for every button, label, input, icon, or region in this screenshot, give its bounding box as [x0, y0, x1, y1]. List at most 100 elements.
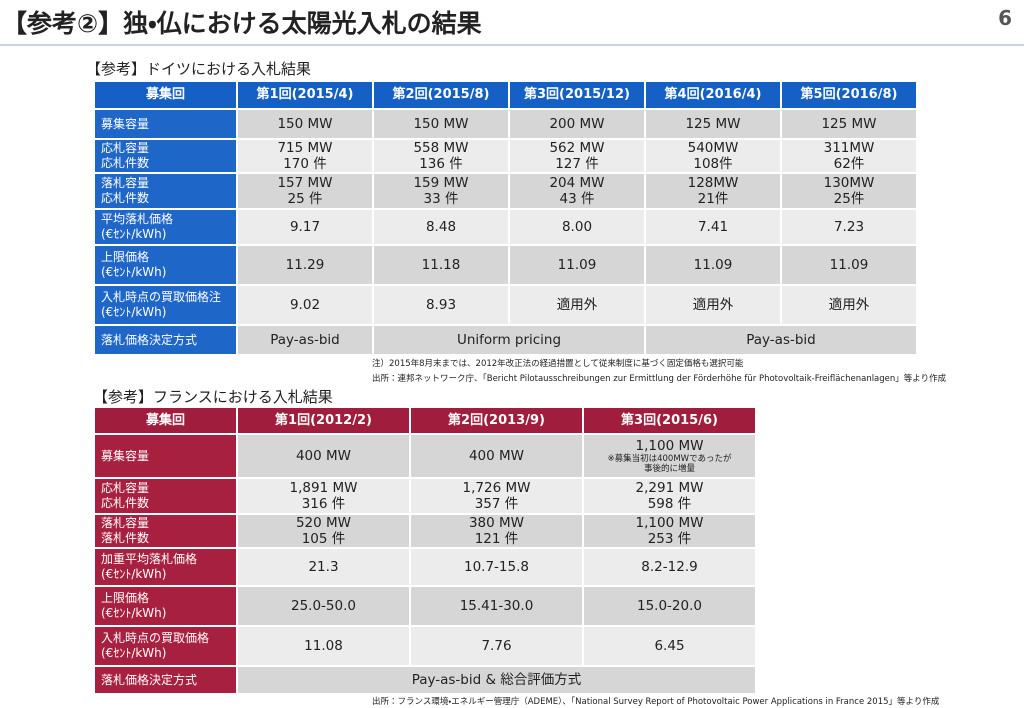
row-label: 加重平均落札価格 (€ｾﾝﾄ/kWh) — [95, 549, 236, 585]
data-cell: 11.09 — [510, 246, 644, 284]
data-row: 入札時点の買取価格 (€ｾﾝﾄ/kWh) 11.08 7.76 6.45 — [95, 627, 755, 665]
method-row: 落札価格決定方式 Pay-as-bid & 総合評価方式 — [95, 667, 755, 693]
data-cell: 715 MW 170 件 — [238, 140, 372, 172]
data-cell: 11.08 — [238, 627, 409, 665]
title-rule — [0, 44, 1024, 46]
data-cell: 11.18 — [374, 246, 508, 284]
data-cell: 1,100 MW 253 件 — [584, 515, 755, 547]
header-cell: 第1回(2012/2) — [238, 408, 409, 433]
data-cell: 7.76 — [411, 627, 582, 665]
row-label: 平均落札価格 (€ｾﾝﾄ/kWh) — [95, 210, 236, 244]
method-row: 落札価格決定方式 Pay-as-bid Uniform pricing Pay-as-… — [95, 326, 916, 354]
data-cell: 558 MW 136 件 — [374, 140, 508, 172]
data-cell: 130MW 25件 — [782, 174, 916, 208]
data-row: 落札容量 落札件数 520 MW 105 件 380 MW 121 件 1,100 M… — [95, 515, 755, 547]
data-cell: 8.93 — [374, 286, 508, 324]
data-cell: 150 MW — [374, 110, 508, 138]
data-cell: 9.02 — [238, 286, 372, 324]
data-row: 上限価格 (€ｾﾝﾄ/kWh) 11.29 11.18 11.09 11.09 11.09 — [95, 246, 916, 284]
data-cell: 10.7-15.8 — [411, 549, 582, 585]
data-cell: 1,891 MW 316 件 — [238, 479, 409, 513]
data-cell: 15.0-20.0 — [584, 587, 755, 625]
data-row: 応札容量 応札件数 1,891 MW 316 件 1,726 MW 357 件 2,2… — [95, 479, 755, 513]
data-cell: 400 MW — [411, 435, 582, 477]
row-label: 上限価格 (€ｾﾝﾄ/kWh) — [95, 587, 236, 625]
header-cell: 第2回(2013/9) — [411, 408, 582, 433]
data-cell: 150 MW — [238, 110, 372, 138]
data-cell: 7.41 — [646, 210, 780, 244]
data-cell: 400 MW — [238, 435, 409, 477]
row-label: 上限価格 (€ｾﾝﾄ/kWh) — [95, 246, 236, 284]
data-cell: 125 MW — [782, 110, 916, 138]
data-cell: 159 MW 33 件 — [374, 174, 508, 208]
germany-note: 注）2015年8月末までは、2012年改正法の経過措置として従来制度に基づく固定… — [372, 359, 744, 369]
page-number: 6 — [998, 6, 1012, 30]
data-cell: 11.29 — [238, 246, 372, 284]
capacity-note: ※募集当初は400MWであったが 事後的に増量 — [607, 454, 732, 474]
data-cell: 1,100 MW ※募集当初は400MWであったが 事後的に増量 — [584, 435, 755, 477]
data-cell: 11.09 — [646, 246, 780, 284]
header-cell: 第3回(2015/12) — [510, 82, 644, 108]
data-row: 募集容量 150 MW 150 MW 200 MW 125 MW 125 MW — [95, 110, 916, 138]
data-cell: 適用外 — [782, 286, 916, 324]
data-row: 応札容量 応札件数 715 MW 170 件 558 MW 136 件 562 MW … — [95, 140, 916, 172]
data-row: 入札時点の買取価格注 (€ｾﾝﾄ/kWh) 9.02 8.93 適用外 適用外 適用外 — [95, 286, 916, 324]
germany-table: 募集回 第1回(2015/4) 第2回(2015/8) 第3回(2015/12) 第4回… — [93, 80, 918, 356]
data-cell: 204 MW 43 件 — [510, 174, 644, 208]
data-cell: 7.23 — [782, 210, 916, 244]
data-cell: 125 MW — [646, 110, 780, 138]
data-cell: 11.09 — [782, 246, 916, 284]
title: 【参考②】独・仏における太陽光入札の結果 — [2, 9, 482, 38]
header-cell: 第3回(2015/6) — [584, 408, 755, 433]
data-cell: 適用外 — [510, 286, 644, 324]
data-cell: 適用外 — [646, 286, 780, 324]
data-cell: 562 MW 127 件 — [510, 140, 644, 172]
data-row: 落札容量 応札件数 157 MW 25 件 159 MW 33 件 204 MW 43… — [95, 174, 916, 208]
data-cell: 520 MW 105 件 — [238, 515, 409, 547]
data-row: 加重平均落札価格 (€ｾﾝﾄ/kWh) 21.3 10.7-15.8 8.2-12.9 — [95, 549, 755, 585]
data-cell: 8.2-12.9 — [584, 549, 755, 585]
data-cell: 128MW 21件 — [646, 174, 780, 208]
header-cell: 第2回(2015/8) — [374, 82, 508, 108]
row-label: 入札時点の買取価格注 (€ｾﾝﾄ/kWh) — [95, 286, 236, 324]
germany-caption: 【参考】ドイツにおける入札結果 — [86, 60, 312, 78]
method-cell: Pay-as-bid & 総合評価方式 — [238, 667, 755, 693]
data-cell: 9.17 — [238, 210, 372, 244]
row-label: 落札価格決定方式 — [95, 667, 236, 693]
france-caption: 【参考】フランスにおける入札結果 — [93, 388, 333, 406]
france-source: 出所：フランス環境・エネルギー管理庁（ADEME）、「National Surv… — [372, 697, 940, 707]
row-label: 落札価格決定方式 — [95, 326, 236, 354]
row-label: 応札容量 応札件数 — [95, 140, 236, 172]
data-cell: 8.00 — [510, 210, 644, 244]
header-cell: 募集回 — [95, 408, 236, 433]
data-cell: 200 MW — [510, 110, 644, 138]
header-cell: 募集回 — [95, 82, 236, 108]
data-cell: 25.0-50.0 — [238, 587, 409, 625]
header-cell: 第1回(2015/4) — [238, 82, 372, 108]
data-cell: 540MW 108件 — [646, 140, 780, 172]
header-cell: 第5回(2016/8) — [782, 82, 916, 108]
method-cell: Uniform pricing — [374, 326, 644, 354]
germany-source: 出所：連邦ネットワーク庁、「Bericht Pilotausschreibung… — [372, 374, 947, 384]
row-label: 募集容量 — [95, 435, 236, 477]
row-label: 落札容量 落札件数 — [95, 515, 236, 547]
data-cell: 1,726 MW 357 件 — [411, 479, 582, 513]
row-label: 落札容量 応札件数 — [95, 174, 236, 208]
data-row: 募集容量 400 MW 400 MW 1,100 MW ※募集当初は400MWであったが… — [95, 435, 755, 477]
data-cell: 21.3 — [238, 549, 409, 585]
row-label: 入札時点の買取価格 (€ｾﾝﾄ/kWh) — [95, 627, 236, 665]
header-row: 募集回 第1回(2015/4) 第2回(2015/8) 第3回(2015/12) 第4回… — [95, 82, 916, 108]
row-label: 募集容量 — [95, 110, 236, 138]
header-cell: 第4回(2016/4) — [646, 82, 780, 108]
row-label: 応札容量 応札件数 — [95, 479, 236, 513]
data-cell: 2,291 MW 598 件 — [584, 479, 755, 513]
france-table: 募集回 第1回(2012/2) 第2回(2013/9) 第3回(2015/6) 募集容量… — [93, 406, 757, 695]
data-cell: 311MW 62件 — [782, 140, 916, 172]
data-cell: 157 MW 25 件 — [238, 174, 372, 208]
data-cell: 15.41-30.0 — [411, 587, 582, 625]
data-cell: 6.45 — [584, 627, 755, 665]
method-cell: Pay-as-bid — [646, 326, 916, 354]
header-row: 募集回 第1回(2012/2) 第2回(2013/9) 第3回(2015/6) — [95, 408, 755, 433]
